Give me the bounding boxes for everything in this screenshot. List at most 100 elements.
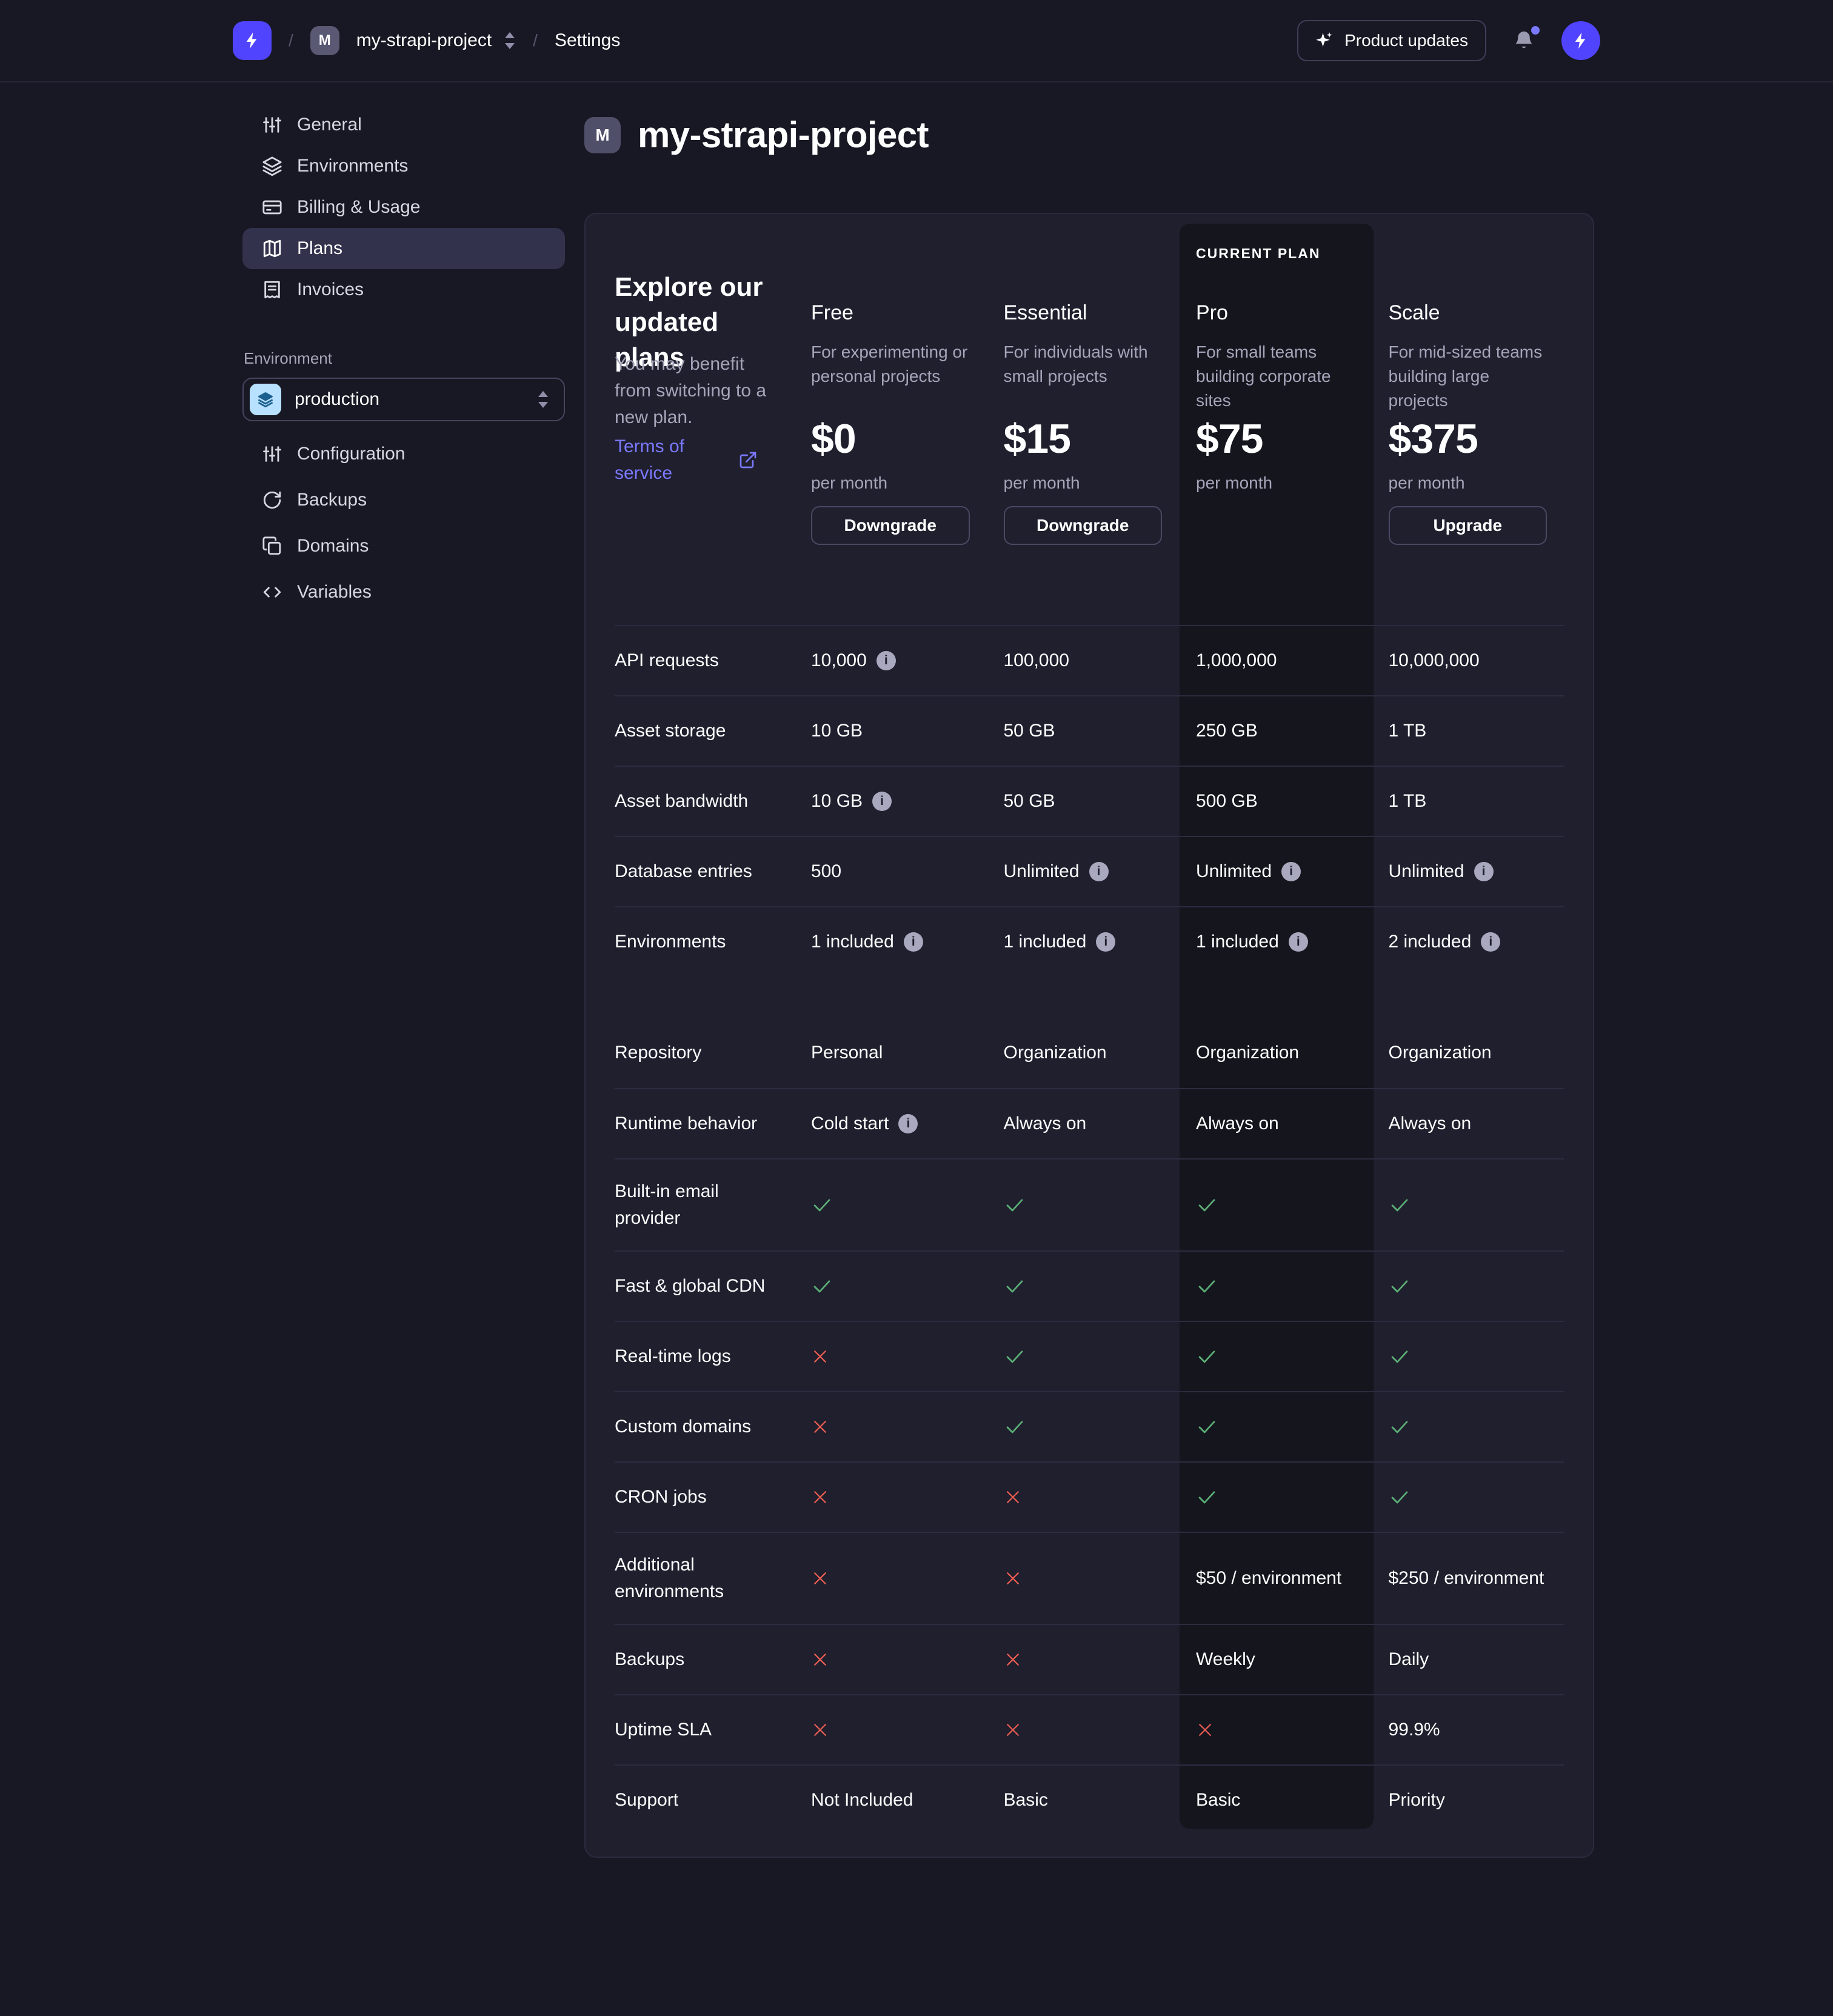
table-row-asset-storage: Asset storage 10 GB 50 GB 250 GB 1 TB <box>615 695 1564 766</box>
table-cell: Weekly <box>1179 1649 1372 1670</box>
credit-card-icon <box>262 200 282 215</box>
table-cell <box>987 1194 1180 1216</box>
table-cell: Daily <box>1372 1649 1564 1670</box>
cell-value: 2 included <box>1388 932 1472 952</box>
table-cell <box>987 1569 1180 1587</box>
environment-nav: Configuration Backups Domains Variables <box>242 433 565 613</box>
cross-icon <box>1199 1724 1211 1736</box>
sidebar-item-billing[interactable]: Billing & Usage <box>242 187 565 228</box>
info-icon[interactable]: i <box>898 1114 918 1133</box>
plan-column-essential: Essential For individuals with small pro… <box>987 214 1180 625</box>
table-cell <box>987 1721 1180 1739</box>
table-cell: 250 GB <box>1179 721 1372 741</box>
table-cell <box>1179 1721 1372 1739</box>
cell-value: 10 GB <box>811 721 863 741</box>
plan-description: For individuals with small projects <box>1003 342 1148 386</box>
table-cell <box>1372 1194 1564 1216</box>
cross-icon <box>1006 1572 1019 1584</box>
copy-icon <box>262 536 281 555</box>
sidebar-item-variables[interactable]: Variables <box>242 572 565 613</box>
info-icon[interactable]: i <box>903 932 923 952</box>
feature-label: Real-time logs <box>615 1346 731 1366</box>
sidebar-item-backups[interactable]: Backups <box>242 479 565 521</box>
sidebar: General Environments Billing & Usage Pla… <box>242 104 565 613</box>
sidebar-item-label: Variables <box>297 582 372 602</box>
downgrade-button-free[interactable]: Downgrade <box>811 506 970 545</box>
sliders-icon <box>263 117 281 133</box>
sidebar-item-configuration[interactable]: Configuration <box>242 433 565 475</box>
table-cell: 1,000,000 <box>1179 650 1372 671</box>
cell-value: Daily <box>1388 1649 1429 1669</box>
cell-value: $50 / environment <box>1196 1568 1342 1588</box>
cell-value: Always on <box>1388 1113 1472 1133</box>
cell-value: 1 TB <box>1388 791 1427 811</box>
check-icon <box>1006 1280 1023 1293</box>
environment-select[interactable]: production <box>242 378 565 421</box>
info-icon[interactable]: i <box>1281 862 1301 881</box>
table-cell <box>794 1275 987 1297</box>
info-icon[interactable]: i <box>1096 932 1116 952</box>
cross-icon <box>814 1724 826 1736</box>
table-cell <box>1372 1346 1564 1367</box>
sidebar-item-plans[interactable]: Plans <box>242 228 565 269</box>
cell-value: $250 / environment <box>1388 1568 1544 1588</box>
sidebar-item-invoices[interactable]: Invoices <box>242 269 565 310</box>
product-updates-button[interactable]: Product updates <box>1297 20 1486 61</box>
terms-of-service-link[interactable]: Terms of service <box>615 433 784 487</box>
user-avatar[interactable] <box>1561 21 1600 60</box>
feature-label: API requests <box>615 650 719 670</box>
plans-card: Explore our updated plans You may benefi… <box>584 213 1594 1858</box>
project-switcher-icon[interactable] <box>504 32 516 49</box>
info-icon[interactable]: i <box>1288 932 1308 952</box>
table-cell: 1 included i <box>1179 932 1372 952</box>
receipt-icon <box>264 281 280 299</box>
cell-value: Organization <box>1196 1043 1300 1063</box>
downgrade-button-essential[interactable]: Downgrade <box>1003 506 1162 545</box>
topbar-actions: Product updates <box>1297 20 1600 61</box>
topbar: / M my-strapi-project / Settings Product… <box>0 0 1833 82</box>
plans-intro: Explore our updated plans You may benefi… <box>615 214 794 625</box>
cell-value: Personal <box>811 1043 883 1063</box>
project-badge: M <box>584 116 621 153</box>
plans-header: Explore our updated plans You may benefi… <box>615 214 1564 625</box>
table-row-builtin-email: Built-in email provider <box>615 1158 1564 1250</box>
strapi-logo[interactable] <box>233 21 272 60</box>
table-cell <box>1179 1416 1372 1438</box>
table-cell: 2 included i <box>1372 932 1564 952</box>
sidebar-item-domains[interactable]: Domains <box>242 526 565 567</box>
table-cell <box>987 1346 1180 1367</box>
table-cell: 10,000,000 <box>1372 650 1564 671</box>
check-icon <box>1198 1350 1215 1363</box>
notifications-button[interactable] <box>1513 26 1540 52</box>
table-row-runtime-behavior: Runtime behavior Cold start i Always on A… <box>615 1088 1564 1158</box>
breadcrumb-section[interactable]: Settings <box>554 30 621 50</box>
sidebar-item-general[interactable]: General <box>242 104 565 145</box>
check-icon <box>813 1199 830 1212</box>
table-cell <box>987 1488 1180 1506</box>
table-cell: 50 GB <box>987 791 1180 812</box>
cell-value: 500 <box>811 861 842 881</box>
upgrade-button-scale[interactable]: Upgrade <box>1388 506 1547 545</box>
table-row-environments: Environments 1 included i 1 included i 1 i… <box>615 906 1564 976</box>
info-icon[interactable]: i <box>1481 932 1501 952</box>
table-cell: Unlimited i <box>987 861 1180 882</box>
check-icon <box>1198 1280 1215 1293</box>
table-cell <box>1372 1275 1564 1297</box>
plan-period: per month <box>1003 473 1080 492</box>
breadcrumb-project-name[interactable]: my-strapi-project <box>356 30 492 50</box>
info-icon[interactable]: i <box>1474 862 1494 881</box>
sidebar-item-environments[interactable]: Environments <box>242 145 565 187</box>
plan-description: For mid-sized teams building large proje… <box>1388 342 1543 410</box>
check-icon <box>1198 1491 1215 1504</box>
cell-value: Unlimited <box>1388 861 1464 881</box>
info-icon[interactable]: i <box>872 792 892 811</box>
code-icon <box>263 587 281 598</box>
breadcrumb-separator: / <box>533 31 538 50</box>
info-icon[interactable]: i <box>1089 862 1109 881</box>
cell-value: 100,000 <box>1003 650 1069 670</box>
table-cell: $250 / environment <box>1372 1568 1564 1589</box>
table-cell: Always on <box>1179 1113 1372 1134</box>
environment-chip <box>250 384 281 415</box>
cell-value: 1 TB <box>1388 721 1427 741</box>
info-icon[interactable]: i <box>876 651 896 670</box>
